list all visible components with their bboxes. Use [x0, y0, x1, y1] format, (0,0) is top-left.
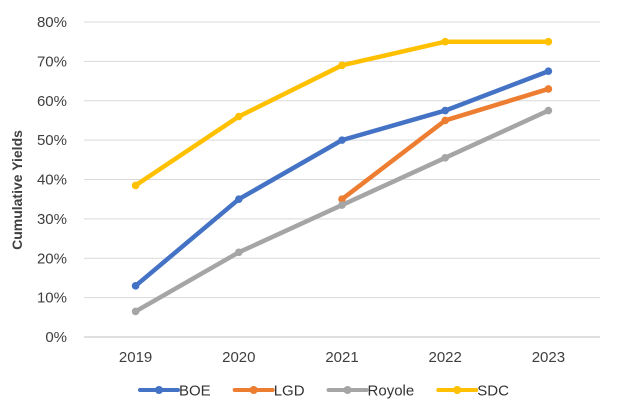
- y-tick-label: 10%: [37, 290, 67, 307]
- data-point-royole: [235, 248, 243, 257]
- legend-item-sdc: SDC: [436, 383, 509, 400]
- series-lines: [131, 37, 553, 316]
- legend-label-boe: BOE: [179, 383, 211, 400]
- data-point-sdc: [544, 37, 553, 46]
- legend-marker-boe: [155, 386, 163, 394]
- series-lgd: [338, 85, 553, 203]
- x-tick-label: 2020: [222, 349, 255, 366]
- legend-marker-lgd: [249, 386, 258, 394]
- x-tick-label: 2022: [429, 349, 462, 366]
- data-point-lgd: [441, 116, 450, 125]
- data-point-royole: [441, 154, 450, 162]
- series-sdc: [131, 37, 553, 190]
- series-royole: [131, 106, 553, 316]
- legend: BOE LGD Royole SDC: [138, 383, 509, 400]
- y-tick-label: 20%: [37, 250, 67, 267]
- x-tick-label: 2019: [119, 349, 152, 366]
- y-tick-label: 0%: [45, 329, 67, 346]
- x-axis-ticks: 2019 2020 2021 2022 2023: [119, 349, 565, 366]
- y-tick-label: 70%: [37, 53, 67, 70]
- y-tick-label: 80%: [37, 14, 67, 31]
- y-axis-title: Cumulative Yields: [9, 130, 25, 250]
- y-tick-label: 40%: [37, 172, 67, 189]
- legend-marker-sdc: [453, 386, 462, 394]
- data-point-sdc: [235, 112, 243, 121]
- x-tick-label: 2021: [325, 349, 358, 366]
- legend-label-royole: Royole: [368, 383, 415, 400]
- data-point-royole: [544, 106, 553, 115]
- y-tick-label: 30%: [37, 211, 67, 228]
- data-point-royole: [131, 307, 140, 316]
- data-point-boe: [235, 195, 243, 203]
- y-axis-ticks: 0% 10% 20% 30% 40% 50% 60% 70% 80%: [37, 14, 67, 346]
- gridlines: [84, 21, 600, 338]
- series-boe: [131, 67, 553, 290]
- x-tick-label: 2023: [532, 349, 565, 366]
- legend-marker-royole: [343, 386, 352, 394]
- data-point-boe: [441, 106, 450, 115]
- data-point-lgd: [338, 195, 346, 203]
- legend-label-lgd: LGD: [274, 383, 305, 400]
- data-point-boe: [131, 282, 140, 290]
- legend-item-boe: BOE: [138, 383, 211, 400]
- data-point-sdc: [131, 181, 140, 190]
- data-point-royole: [338, 201, 346, 209]
- legend-item-royole: Royole: [326, 383, 415, 400]
- y-tick-label: 50%: [37, 132, 67, 149]
- legend-label-sdc: SDC: [477, 383, 509, 400]
- series-line-lgd: [339, 86, 551, 202]
- series-line-boe: [133, 68, 551, 289]
- legend-item-lgd: LGD: [232, 383, 305, 400]
- data-point-lgd: [544, 85, 553, 93]
- data-point-boe: [544, 67, 553, 76]
- data-point-sdc: [441, 37, 450, 46]
- data-point-boe: [338, 136, 346, 144]
- y-tick-label: 60%: [37, 93, 67, 110]
- data-point-sdc: [338, 61, 346, 70]
